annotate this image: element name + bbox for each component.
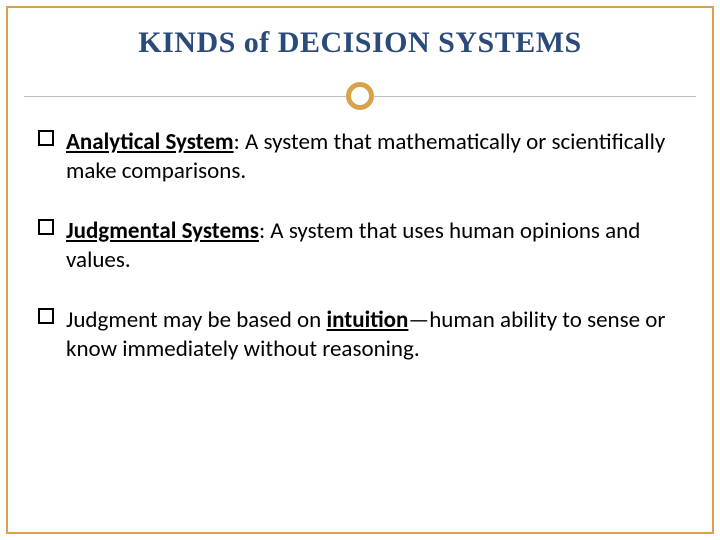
slide-title: KINDS of DECISION SYSTEMS (8, 8, 712, 60)
prefix-text: Judgment may be based on (66, 306, 326, 334)
list-item: Judgment may be based on intuition—human… (38, 306, 682, 365)
square-bullet-icon (38, 308, 54, 324)
list-item: Judgmental Systems: A system that uses h… (38, 217, 682, 276)
divider-ring-icon (346, 82, 374, 110)
square-bullet-icon (38, 219, 54, 235)
title-divider (8, 82, 712, 110)
term: Judgmental Systems (66, 217, 259, 245)
slide-frame: KINDS of DECISION SYSTEMS Analytical Sys… (6, 6, 714, 534)
content-area: Analytical System: A system that mathema… (8, 110, 712, 365)
square-bullet-icon (38, 130, 54, 146)
list-item: Analytical System: A system that mathema… (38, 128, 682, 187)
term: Analytical System (66, 128, 234, 156)
emphasis-word: intuition (326, 306, 408, 334)
